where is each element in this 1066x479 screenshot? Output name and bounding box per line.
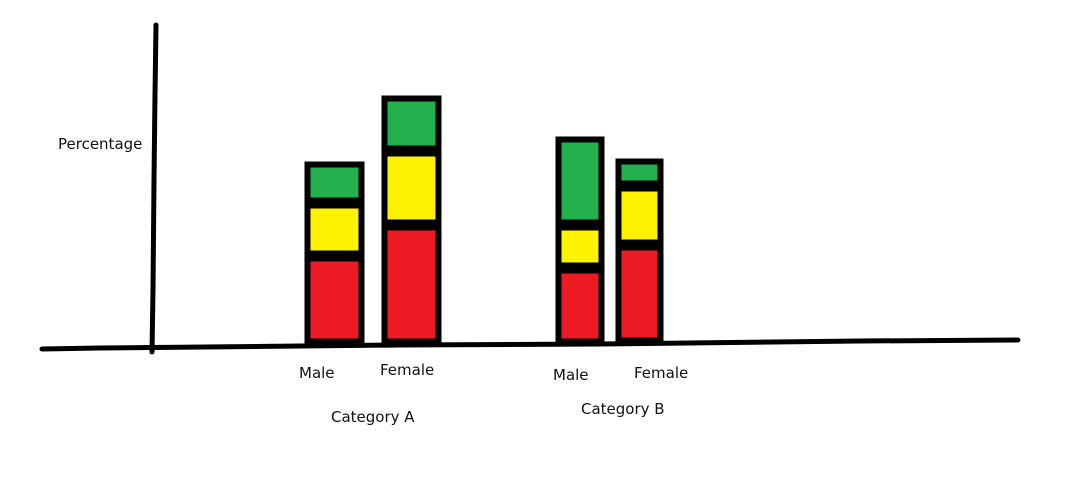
- bar-segment-red: [555, 267, 605, 345]
- bar-segment-yellow: [555, 224, 605, 269]
- x-axis-line: [39, 337, 1021, 352]
- bar-segment-green: [304, 161, 365, 204]
- x-tick-label-b-female: Female: [634, 364, 689, 382]
- bar-segment-green: [381, 95, 442, 152]
- bar-segment-red: [615, 244, 664, 344]
- bar-segment-yellow: [381, 150, 442, 226]
- y-axis-label: Percentage: [58, 135, 143, 153]
- stacked-bar-category-a-female: [381, 95, 442, 345]
- bar-segment-yellow: [615, 185, 664, 246]
- stacked-bar-category-a-male: [304, 161, 365, 345]
- bar-segment-red: [381, 224, 442, 345]
- bars-layer: [304, 95, 664, 345]
- bar-segment-red: [304, 255, 365, 345]
- stacked-bar-category-b-female: [615, 158, 664, 344]
- x-tick-label-a-male: Male: [299, 364, 335, 382]
- bar-segment-green: [615, 158, 664, 187]
- stacked-bar-category-b-male: [555, 136, 605, 345]
- y-axis-line: [149, 22, 159, 355]
- group-label-category-b: Category B: [581, 400, 665, 418]
- group-label-category-a: Category A: [331, 408, 415, 426]
- bar-segment-green: [555, 136, 605, 226]
- x-tick-label-b-male: Male: [553, 366, 589, 384]
- bar-segment-yellow: [304, 202, 365, 257]
- x-tick-label-a-female: Female: [380, 361, 435, 379]
